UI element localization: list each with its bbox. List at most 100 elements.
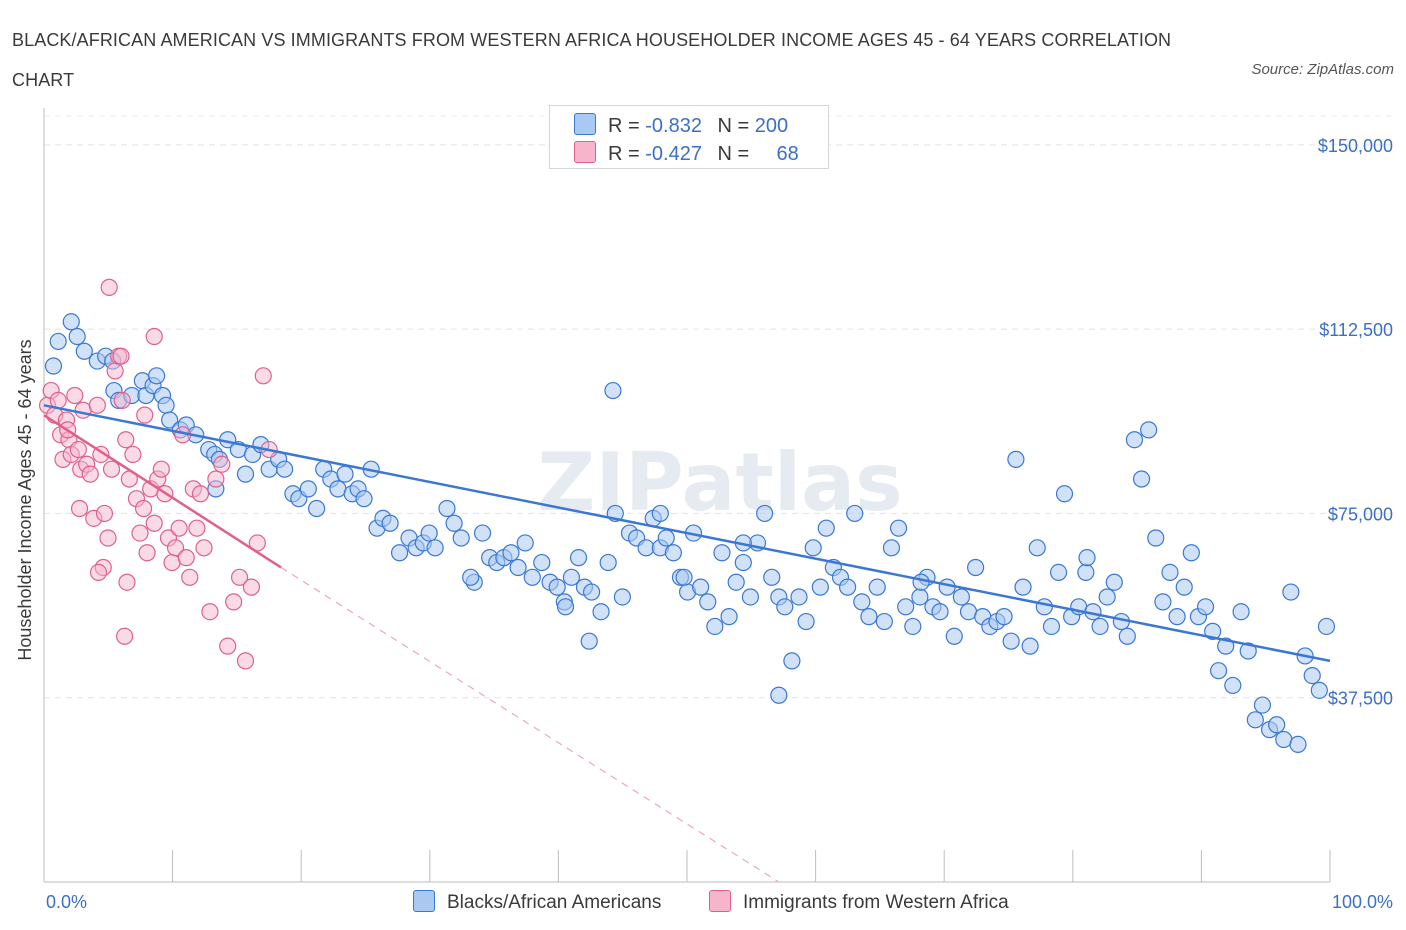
data-point-immigrants (242, 578, 261, 596)
legend-r-label: R = (608, 115, 640, 137)
bottom-legend-blacks: Blacks/African Americans (413, 890, 661, 914)
data-point-immigrants (117, 431, 135, 449)
data-point-blacks (516, 534, 534, 552)
data-point-blacks (1154, 593, 1172, 611)
data-point-blacks (1317, 617, 1336, 636)
bottom-legend-label: Immigrants from Western Africa (743, 892, 1009, 913)
data-point-blacks (853, 593, 871, 611)
data-point-blacks (1035, 598, 1053, 616)
data-point-blacks (1147, 529, 1165, 547)
data-point-blacks (1014, 578, 1032, 596)
data-point-blacks (811, 578, 829, 596)
data-point-blacks (839, 578, 857, 596)
data-point-blacks (1042, 617, 1061, 636)
data-point-blacks (569, 549, 588, 567)
bottom-legend: Blacks/African Americans Immigrants from… (0, 890, 1406, 916)
data-point-blacks (68, 327, 86, 346)
data-point-immigrants (136, 406, 154, 424)
data-point-immigrants (89, 563, 108, 582)
legend-swatch-blue (574, 113, 596, 135)
data-point-blacks (952, 588, 970, 606)
data-point-immigrants (102, 460, 121, 478)
data-point-blacks (741, 588, 760, 606)
data-point-blacks (308, 499, 326, 518)
data-point-blacks (355, 490, 373, 508)
data-point-immigrants (181, 568, 199, 586)
data-point-blacks (790, 588, 808, 606)
data-point-blacks (236, 465, 255, 483)
data-point-blacks (1168, 608, 1186, 626)
data-point-blacks (692, 578, 710, 596)
data-point-blacks (797, 612, 815, 631)
data-point-immigrants (254, 367, 272, 385)
data-point-immigrants (225, 593, 243, 611)
data-point-blacks (147, 367, 166, 385)
data-point-blacks (390, 544, 409, 562)
data-point-blacks (502, 544, 520, 562)
data-point-blacks (426, 539, 444, 557)
data-point-immigrants (131, 524, 149, 542)
bottom-legend-swatch-pink (709, 890, 731, 912)
data-point-blacks (445, 514, 463, 532)
data-point-immigrants (134, 499, 153, 518)
data-point-immigrants (236, 652, 255, 670)
data-point-blacks (49, 332, 67, 351)
data-point-blacks (1118, 627, 1136, 645)
data-point-blacks (276, 460, 294, 478)
y-tick-label: $112,500 (1319, 320, 1393, 340)
data-point-immigrants (201, 603, 219, 621)
data-point-blacks (1209, 662, 1228, 680)
data-point-blacks (580, 632, 598, 650)
data-point-immigrants (219, 637, 237, 655)
data-point-blacks (1268, 716, 1286, 734)
data-point-immigrants (195, 539, 213, 557)
data-point-immigrants (106, 362, 124, 380)
data-point-immigrants (99, 529, 117, 547)
data-point-immigrants (100, 278, 118, 296)
data-point-blacks (1204, 622, 1222, 640)
data-point-blacks (1310, 681, 1328, 699)
data-point-blacks (1239, 642, 1257, 660)
data-point-blacks (651, 504, 669, 523)
data-point-blacks (1007, 450, 1025, 468)
bottom-legend-swatch-blue (413, 890, 435, 912)
data-point-blacks (846, 504, 864, 523)
data-point-blacks (699, 593, 717, 611)
data-point-immigrants (81, 465, 99, 483)
bottom-legend-immigrants: Immigrants from Western Africa (709, 890, 1009, 914)
data-point-immigrants (188, 519, 206, 537)
series-immigrants (38, 278, 278, 670)
data-point-immigrants (70, 499, 89, 518)
data-point-blacks (1289, 735, 1307, 754)
y-tick-label: $150,000 (1318, 136, 1393, 156)
data-point-immigrants (66, 386, 84, 405)
data-point-blacks (44, 357, 63, 375)
data-point-blacks (420, 524, 438, 542)
data-point-blacks (1161, 563, 1179, 582)
data-point-immigrants (166, 539, 185, 557)
data-point-blacks (1175, 578, 1193, 596)
data-point-blacks (868, 578, 886, 596)
data-point-blacks (931, 603, 949, 621)
data-point-blacks (299, 480, 317, 498)
data-point-blacks (1253, 696, 1272, 714)
data-point-blacks (157, 396, 175, 414)
data-point-blacks (1078, 549, 1096, 567)
data-point-blacks (1028, 539, 1046, 557)
data-point-immigrants (152, 460, 170, 478)
data-point-blacks (452, 529, 470, 547)
data-point-blacks (438, 499, 456, 518)
data-point-blacks (1105, 573, 1123, 591)
legend-swatch-pink (574, 141, 596, 163)
data-point-immigrants (69, 440, 87, 459)
data-point-blacks (882, 539, 901, 557)
watermark: ZIPatlas (537, 436, 903, 529)
data-point-blacks (1132, 470, 1151, 488)
data-point-blacks (161, 411, 179, 429)
data-point-blacks (897, 598, 915, 616)
source-label: Source: ZipAtlas.com (1251, 61, 1394, 78)
data-point-blacks (329, 480, 347, 498)
data-point-immigrants (74, 401, 92, 419)
data-point-immigrants (115, 627, 134, 645)
